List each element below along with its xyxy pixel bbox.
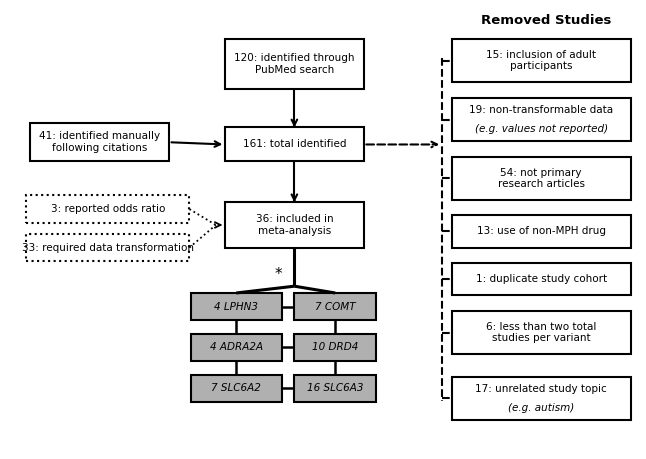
Text: *: * — [275, 267, 282, 282]
Text: 54: not primary
research articles: 54: not primary research articles — [497, 168, 585, 189]
FancyBboxPatch shape — [452, 215, 630, 248]
FancyBboxPatch shape — [452, 263, 630, 295]
FancyBboxPatch shape — [225, 128, 364, 162]
FancyBboxPatch shape — [225, 202, 364, 248]
Text: 41: identified manually
following citations: 41: identified manually following citati… — [39, 131, 160, 153]
FancyBboxPatch shape — [452, 39, 630, 82]
Text: 120: identified through
PubMed search: 120: identified through PubMed search — [234, 53, 355, 75]
Text: Removed Studies: Removed Studies — [481, 14, 611, 27]
FancyBboxPatch shape — [26, 196, 189, 223]
FancyBboxPatch shape — [295, 375, 376, 402]
FancyBboxPatch shape — [225, 39, 364, 89]
Text: 19: non-transformable data: 19: non-transformable data — [469, 105, 613, 115]
FancyBboxPatch shape — [452, 98, 630, 141]
Text: 15: inclusion of adult
participants: 15: inclusion of adult participants — [486, 50, 596, 72]
FancyBboxPatch shape — [295, 293, 376, 320]
Text: 6: less than two total
studies per variant: 6: less than two total studies per varia… — [486, 322, 596, 343]
FancyBboxPatch shape — [30, 123, 169, 162]
FancyBboxPatch shape — [452, 157, 630, 200]
Text: 3: reported odds ratio: 3: reported odds ratio — [50, 204, 165, 214]
Text: 36: included in
meta-analysis: 36: included in meta-analysis — [256, 214, 333, 236]
Text: 4 ADRA2A: 4 ADRA2A — [210, 342, 263, 353]
Text: 1: duplicate study cohort: 1: duplicate study cohort — [475, 274, 607, 284]
Text: 17: unrelated study topic: 17: unrelated study topic — [475, 384, 607, 394]
FancyBboxPatch shape — [452, 311, 630, 354]
FancyBboxPatch shape — [295, 334, 376, 361]
FancyBboxPatch shape — [191, 293, 282, 320]
Text: 4 LPHN3: 4 LPHN3 — [214, 302, 258, 312]
Text: 16 SLC6A3: 16 SLC6A3 — [307, 383, 364, 393]
FancyBboxPatch shape — [452, 377, 630, 420]
Text: 13: use of non-MPH drug: 13: use of non-MPH drug — [477, 226, 605, 236]
FancyBboxPatch shape — [191, 334, 282, 361]
Text: 7 COMT: 7 COMT — [315, 302, 355, 312]
Text: 161: total identified: 161: total identified — [243, 140, 346, 150]
Text: 33: required data transformation: 33: required data transformation — [22, 243, 194, 252]
Text: (e.g. values not reported): (e.g. values not reported) — [475, 124, 608, 134]
Text: 7 SLC6A2: 7 SLC6A2 — [211, 383, 261, 393]
FancyBboxPatch shape — [191, 375, 282, 402]
FancyBboxPatch shape — [26, 234, 189, 261]
Text: 10 DRD4: 10 DRD4 — [312, 342, 359, 353]
Text: (e.g. autism): (e.g. autism) — [508, 403, 574, 413]
